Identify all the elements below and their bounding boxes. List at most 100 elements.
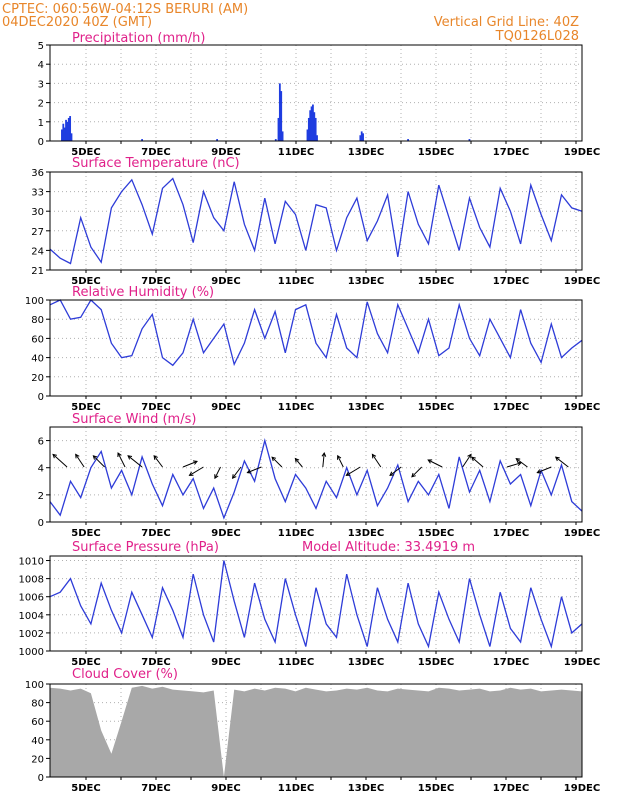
- precip-bar: [216, 139, 219, 141]
- x-tick-label: 17DEC: [493, 528, 529, 539]
- x-tick-label: 15DEC: [418, 147, 454, 158]
- wind-vector: [231, 466, 242, 480]
- wind-vector: [52, 453, 68, 468]
- x-tick-label: 9DEC: [211, 147, 240, 158]
- precip-bar: [281, 131, 284, 141]
- x-tick-label: 19DEC: [564, 147, 600, 158]
- y-tick-label: 33: [31, 188, 44, 199]
- x-tick-label: 11DEC: [278, 276, 314, 287]
- precip-bar: [62, 123, 65, 141]
- x-tick-label: 19DEC: [564, 783, 600, 794]
- wind-vector: [427, 459, 443, 468]
- panel-5: Cloud Cover (%) 0 20 40 60 80 100 5DEC 7DEC 9DEC 1…: [25, 667, 600, 794]
- panel-frame: [49, 299, 583, 397]
- wind-vector: [337, 454, 344, 468]
- model-altitude: Model Altitude: 33.4919 m: [302, 540, 475, 555]
- y-tick-label: 2: [38, 99, 44, 110]
- x-tick-label: 5DEC: [71, 783, 100, 794]
- y-tick-label: 1000: [19, 647, 44, 658]
- wind-vector: [182, 460, 198, 468]
- y-tick-label: 20: [31, 373, 44, 384]
- y-tick-label: 24: [31, 246, 44, 257]
- x-tick-label: 15DEC: [418, 783, 454, 794]
- wind-vector: [321, 451, 327, 468]
- y-tick-label: 100: [25, 296, 44, 307]
- precip-bar: [280, 91, 283, 141]
- header-station: CPTEC: 060:56W-04:12S BERURI (AM): [2, 2, 248, 17]
- y-tick-label: 4: [38, 464, 44, 475]
- precip-bar: [274, 139, 277, 141]
- wind-vector: [371, 453, 382, 468]
- wind-vector: [471, 456, 484, 468]
- x-tick-label: 13DEC: [348, 657, 384, 668]
- precip-bar: [312, 104, 314, 141]
- panel-title: Cloud Cover (%): [72, 667, 178, 682]
- precip-bar: [310, 106, 313, 141]
- series-line: [49, 298, 583, 367]
- x-tick-label: 9DEC: [211, 276, 240, 287]
- x-tick-label: 17DEC: [493, 276, 529, 287]
- x-tick-label: 19DEC: [564, 528, 600, 539]
- y-tick-label: 6: [38, 437, 44, 448]
- precip-bar: [316, 135, 318, 141]
- x-tick-label: 7DEC: [141, 402, 170, 413]
- y-tick-label: 0: [38, 773, 44, 784]
- y-tick-label: 2: [38, 491, 44, 502]
- x-tick-label: 7DEC: [141, 783, 170, 794]
- header-date: 04DEC2020 40Z (GMT): [2, 15, 152, 30]
- y-tick-label: 0: [38, 518, 44, 529]
- x-tick-label: 15DEC: [418, 528, 454, 539]
- panel-frame: [49, 555, 583, 652]
- panel-1: Surface Temperature (nC) 21 24 27 30 33 36 5DEC…: [31, 156, 600, 287]
- panel-frame: [49, 44, 583, 142]
- wind-vector: [92, 455, 105, 468]
- panel-title: Relative Humidity (%): [72, 285, 214, 300]
- precip-bar: [278, 83, 281, 141]
- wind-vector: [188, 466, 204, 476]
- wind-vector: [411, 466, 423, 478]
- panel-2: Relative Humidity (%) 0 20 40 60 80 100 5DEC 7DE…: [25, 285, 600, 413]
- y-tick-label: 1008: [19, 575, 44, 586]
- x-tick-label: 7DEC: [141, 657, 170, 668]
- x-tick-label: 11DEC: [278, 402, 314, 413]
- y-tick-label: 27: [31, 227, 44, 238]
- y-tick-label: 1: [38, 118, 44, 129]
- x-tick-label: 15DEC: [418, 657, 454, 668]
- wind-vector: [117, 452, 126, 468]
- panel-4: Surface Pressure (hPa) 1000 1002 1004 1006 10…: [19, 540, 601, 668]
- y-tick-label: 80: [31, 315, 44, 326]
- precip-bar: [61, 129, 63, 141]
- y-tick-label: 40: [31, 736, 44, 747]
- panel-frame: [49, 683, 583, 778]
- wind-vector: [506, 461, 522, 468]
- precip-bar: [359, 135, 362, 141]
- x-tick-label: 13DEC: [348, 402, 384, 413]
- y-tick-label: 1002: [19, 629, 44, 640]
- y-tick-label: 3: [38, 79, 44, 90]
- wind-vector: [214, 466, 221, 480]
- wind-vector: [536, 466, 552, 474]
- precip-bar: [306, 129, 309, 141]
- y-tick-label: 40: [31, 354, 44, 365]
- precip-bar: [407, 139, 409, 141]
- precip-bar: [67, 117, 70, 141]
- precip-bar: [362, 133, 364, 141]
- cloud-area: [50, 685, 582, 777]
- wind-vector: [271, 456, 283, 468]
- precip-bar: [314, 117, 317, 141]
- panel-3: Surface Wind (m/s) 0 2 4 6 5DEC 7DEC 9DEC 11DEC 1…: [38, 412, 601, 539]
- x-tick-label: 19DEC: [564, 276, 600, 287]
- y-tick-label: 1004: [19, 611, 44, 622]
- x-tick-label: 11DEC: [278, 657, 314, 668]
- wind-vector: [462, 453, 472, 468]
- x-tick-label: 7DEC: [141, 528, 170, 539]
- y-tick-label: 1010: [19, 557, 44, 568]
- series-line: [49, 560, 583, 649]
- x-tick-label: 13DEC: [348, 783, 384, 794]
- x-tick-label: 9DEC: [211, 657, 240, 668]
- precip-bar: [65, 119, 67, 141]
- x-tick-label: 9DEC: [211, 402, 240, 413]
- x-tick-label: 11DEC: [278, 147, 314, 158]
- wind-vector: [75, 453, 85, 468]
- x-tick-label: 17DEC: [493, 402, 529, 413]
